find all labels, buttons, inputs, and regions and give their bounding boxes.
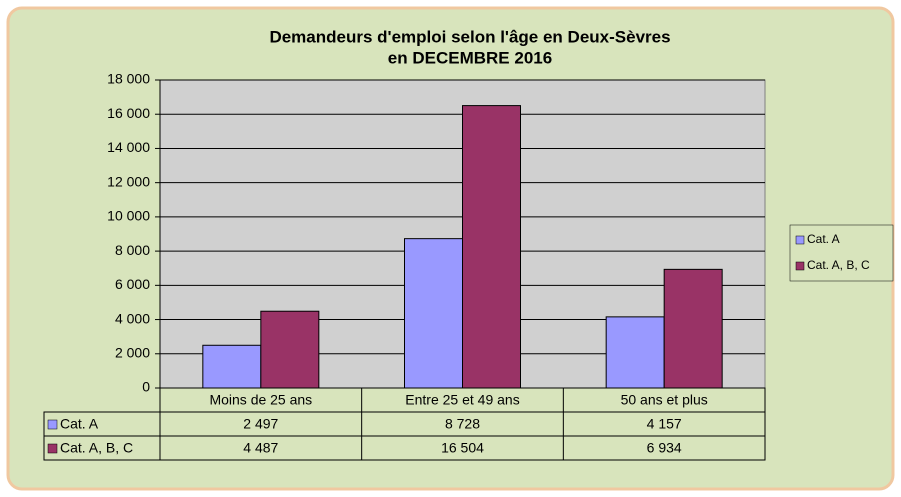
x-tick-label: Moins de 25 ans <box>209 392 312 408</box>
table-value: 16 504 <box>441 440 484 456</box>
x-tick-label: Entre 25 et 49 ans <box>405 392 519 408</box>
legend-key <box>47 443 58 454</box>
chart-title: en DECEMBRE 2016 <box>388 48 552 67</box>
y-tick-label: 14 000 <box>107 139 150 155</box>
y-tick-label: 0 <box>142 379 150 395</box>
table-value: 8 728 <box>445 416 480 432</box>
y-tick-label: 10 000 <box>107 208 150 224</box>
bar <box>202 344 262 389</box>
chart-title: Demandeurs d'emploi selon l'âge en Deux-… <box>269 27 670 46</box>
legend <box>789 224 894 282</box>
table-row-label: Cat. A <box>60 416 99 432</box>
x-tick-label: 50 ans et plus <box>621 392 708 408</box>
y-tick-label: 2 000 <box>115 344 150 360</box>
bar <box>260 310 320 389</box>
bar <box>605 316 665 389</box>
y-tick-label: 12 000 <box>107 173 150 189</box>
bar <box>663 268 723 389</box>
legend-key <box>795 235 805 245</box>
legend-key <box>47 419 58 430</box>
legend-key <box>795 261 805 271</box>
y-tick-label: 6 000 <box>115 276 150 292</box>
table-value: 4 157 <box>647 416 682 432</box>
legend-label: Cat. A, B, C <box>807 258 870 272</box>
table-value: 4 487 <box>243 440 278 456</box>
y-tick-label: 4 000 <box>115 310 150 326</box>
bar <box>462 105 521 389</box>
bar <box>404 238 463 389</box>
legend-label: Cat. A <box>807 232 840 246</box>
table-value: 2 497 <box>243 416 278 432</box>
y-tick-label: 18 000 <box>107 71 150 87</box>
table-value: 6 934 <box>647 440 682 456</box>
y-tick-label: 16 000 <box>107 105 150 121</box>
table-row-label: Cat. A, B, C <box>60 440 133 456</box>
y-tick-label: 8 000 <box>115 242 150 258</box>
